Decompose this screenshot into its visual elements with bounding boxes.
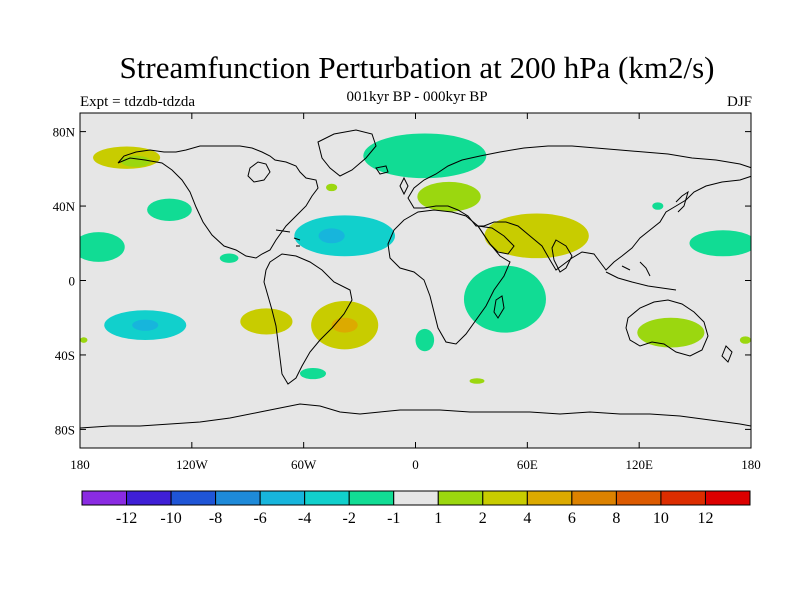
colorbar-label: -10 <box>160 510 181 527</box>
anomaly-region <box>299 367 327 380</box>
colorbar-swatch <box>215 490 261 506</box>
colorbar-swatch <box>660 490 706 506</box>
colorbar-swatch <box>348 490 395 506</box>
colorbar-swatch <box>170 490 217 506</box>
anomaly-region <box>363 133 487 179</box>
coast-indonesia <box>605 261 677 291</box>
lat-tick-label: 40N <box>53 199 76 214</box>
colorbar-swatch <box>259 490 306 506</box>
coast-hudson-bay <box>247 161 271 183</box>
colorbar-swatch <box>437 490 484 506</box>
colorbar-swatch <box>571 490 617 506</box>
colorbar-label: -2 <box>343 510 356 527</box>
coast-antarctica <box>80 403 751 429</box>
anomaly-region <box>689 230 751 257</box>
colorbar-label: -12 <box>116 510 137 527</box>
colorbar-swatch <box>126 490 172 506</box>
anomaly-region <box>132 319 159 331</box>
lon-tick-label: 180 <box>741 457 761 472</box>
axis-ticks <box>79 113 752 448</box>
coast-new-zealand <box>721 345 733 363</box>
lat-tick-label: 80S <box>55 422 75 437</box>
colorbar-label: -1 <box>387 510 400 527</box>
anomaly-region <box>637 317 705 348</box>
coast-greenland <box>317 129 377 177</box>
colorbar-label: 12 <box>697 510 713 527</box>
anomaly-region <box>652 202 664 210</box>
colorbar-swatch <box>615 490 662 506</box>
colorbar-label: 2 <box>479 510 487 527</box>
colorbar-swatch <box>704 490 751 506</box>
experiment-label: Expt = tdzdb-tdzda <box>80 94 196 110</box>
lat-tick-label: 80N <box>53 125 76 140</box>
coast-arabia <box>476 225 515 255</box>
colorbar-label: 1 <box>434 510 442 527</box>
coast-australia <box>625 299 709 357</box>
lon-tick-label: 60E <box>517 457 538 472</box>
colorbar: -12 -10 -8 -6 -4 -2 -1 1 2 4 6 8 10 12 <box>81 490 751 527</box>
anomaly-region <box>318 228 345 244</box>
coast-africa <box>387 209 511 345</box>
colorbar-label: -6 <box>253 510 266 527</box>
lon-tick-label: 60W <box>291 457 317 472</box>
colorbar-swatch <box>81 490 128 506</box>
anomaly-contours <box>80 133 751 384</box>
coast-caribbean-islands <box>275 229 301 247</box>
latitude-labels: 80N 40N 0 40S 80S <box>53 125 76 438</box>
anomaly-region <box>147 198 192 221</box>
coast-japan <box>675 190 689 213</box>
coastlines <box>80 129 751 429</box>
anomaly-region <box>80 337 88 343</box>
lat-tick-label: 40S <box>55 348 75 363</box>
colorbar-label: -4 <box>298 510 311 527</box>
anomaly-region <box>463 265 546 333</box>
anomaly-region <box>219 253 239 263</box>
colorbar-swatch <box>526 490 573 506</box>
season-label: DJF <box>726 94 752 110</box>
anomaly-region <box>326 183 338 192</box>
anomaly-region <box>331 317 358 333</box>
lon-tick-label: 120E <box>625 457 653 472</box>
colorbar-label: 10 <box>653 510 669 527</box>
anomaly-region <box>240 308 293 335</box>
coast-south-america <box>263 253 353 385</box>
anomaly-region <box>121 155 151 167</box>
anomaly-region <box>80 232 125 262</box>
anomaly-region <box>739 336 751 344</box>
coast-madagascar <box>493 295 505 319</box>
lon-tick-label: 180 <box>70 457 90 472</box>
colorbar-swatch <box>393 490 439 506</box>
lat-tick-label: 0 <box>69 274 76 289</box>
coast-india <box>551 239 573 273</box>
longitude-labels: 180 120W 60W 0 60E 120E 180 <box>70 457 761 472</box>
lon-tick-label: 120W <box>176 457 209 472</box>
lon-tick-label: 0 <box>412 457 419 472</box>
figure-title: Streamfunction Perturbation at 200 hPa (… <box>119 50 715 85</box>
anomaly-region <box>516 224 576 247</box>
colorbar-label: 8 <box>612 510 620 527</box>
coast-iceland <box>375 165 389 175</box>
colorbar-label: 6 <box>568 510 576 527</box>
colorbar-label: -8 <box>209 510 222 527</box>
coast-north-america <box>117 145 319 259</box>
anomaly-region <box>415 328 435 352</box>
coast-uk <box>399 176 409 196</box>
coast-eurasia <box>407 145 751 271</box>
colorbar-swatch <box>482 490 528 506</box>
colorbar-label: 4 <box>523 510 531 527</box>
figure-subtitle: 001kyr BP - 000kyr BP <box>346 89 488 105</box>
anomaly-region <box>417 181 481 212</box>
anomaly-region <box>469 378 485 384</box>
colorbar-swatch <box>304 490 350 506</box>
